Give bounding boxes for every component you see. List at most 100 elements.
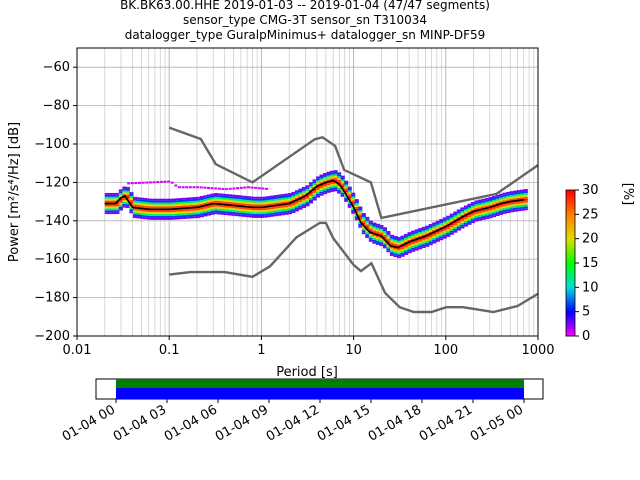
pdf-cell xyxy=(129,201,134,204)
pdf-cell xyxy=(389,252,395,255)
title-line-1: BK.BK63.00.HHE 2019-01-03 -- 2019-01-04 … xyxy=(120,0,490,12)
pdf-cell xyxy=(407,245,412,248)
pdf-cell xyxy=(154,214,159,216)
pdf-cell xyxy=(245,215,250,218)
pdf-cell xyxy=(280,207,285,210)
pdf-cell xyxy=(185,199,190,202)
pdf-cell xyxy=(463,220,468,223)
pdf-cell xyxy=(136,197,141,200)
pdf-cell xyxy=(294,196,299,198)
pdf-cell xyxy=(323,190,328,193)
pdf-cell xyxy=(361,220,366,223)
pdf-cell xyxy=(488,204,493,207)
pdf-cell xyxy=(178,201,183,204)
pdf-cell xyxy=(337,191,342,194)
pdf-cell xyxy=(365,222,370,225)
pdf-cell xyxy=(227,202,233,204)
pdf-cell xyxy=(280,199,285,202)
pdf-cell xyxy=(257,187,261,190)
pdf-cell xyxy=(340,181,345,184)
pdf-cell xyxy=(118,195,123,198)
pdf-cell xyxy=(298,190,303,193)
pdf-cell xyxy=(463,209,468,212)
pdf-cell xyxy=(393,241,398,244)
pdf-cell xyxy=(509,191,514,194)
pdf-cell xyxy=(439,224,444,227)
pdf-cell xyxy=(104,206,109,209)
pdf-cell xyxy=(481,202,486,205)
pdf-cell xyxy=(495,210,500,213)
pdf-cell xyxy=(474,206,479,209)
pdf-cell xyxy=(425,229,430,232)
pdf-cell xyxy=(161,216,166,218)
pdf-cell xyxy=(316,180,321,183)
pdf-cell xyxy=(463,218,468,221)
pdf-cell xyxy=(386,232,391,235)
pdf-cell xyxy=(361,218,366,221)
pdf-cell xyxy=(520,195,525,198)
pdf-cell xyxy=(242,211,247,214)
pdf-cell xyxy=(178,199,183,202)
pdf-cell xyxy=(143,217,148,220)
pdf-cell xyxy=(238,201,243,204)
colorbar-segment xyxy=(566,289,575,293)
pdf-cell xyxy=(252,202,257,205)
pdf-cell xyxy=(104,194,109,197)
pdf-cell xyxy=(157,214,162,216)
pdf-cell xyxy=(305,194,310,197)
pdf-cell xyxy=(400,254,405,257)
pdf-cell xyxy=(495,198,500,201)
pdf-cell xyxy=(442,227,447,229)
pdf-cell xyxy=(164,204,169,207)
pdf-cell xyxy=(256,198,261,201)
pdf-cell xyxy=(150,200,155,203)
pdf-cell xyxy=(492,211,497,214)
x-axis-label: Period [s] xyxy=(276,365,338,380)
pdf-cell xyxy=(506,207,511,210)
pdf-cell xyxy=(291,201,296,204)
pdf-cell xyxy=(192,214,197,217)
pdf-cell xyxy=(453,230,458,233)
pdf-cell xyxy=(513,209,518,212)
pdf-cell xyxy=(298,188,303,191)
pdf-cell xyxy=(414,237,419,240)
pdf-cell xyxy=(488,208,493,211)
pdf-cell xyxy=(210,197,215,200)
pdf-cell xyxy=(411,246,416,248)
pdf-cell xyxy=(453,211,458,214)
pdf-cell xyxy=(513,192,518,195)
pdf-cell xyxy=(456,222,461,225)
pdf-cell xyxy=(330,176,335,179)
pdf-cell xyxy=(396,244,402,247)
pdf-cell xyxy=(414,233,419,236)
pdf-cell xyxy=(506,195,511,198)
pdf-cell xyxy=(344,198,349,200)
pdf-cell xyxy=(245,211,250,214)
pdf-cell xyxy=(185,197,190,200)
pdf-cell xyxy=(308,197,314,200)
colorbar-segment xyxy=(566,304,575,308)
pdf-cell xyxy=(277,202,282,205)
pdf-cell xyxy=(111,200,116,203)
pdf-cell xyxy=(316,191,321,194)
pdf-cell xyxy=(238,197,243,200)
colorbar-segment xyxy=(566,267,575,271)
pdf-cell xyxy=(312,179,317,182)
pdf-cell xyxy=(382,233,388,235)
pdf-cell xyxy=(150,214,155,216)
pdf-cell xyxy=(460,207,465,210)
pdf-cell xyxy=(196,208,201,211)
pdf-cell xyxy=(492,207,497,210)
pdf-cell xyxy=(386,244,391,247)
pdf-cell xyxy=(516,197,521,200)
time-tick-label: 01-04 18 xyxy=(366,402,424,444)
pdf-cell xyxy=(428,229,433,232)
pdf-cell xyxy=(425,225,430,228)
pdf-cell xyxy=(122,192,127,195)
pdf-cell xyxy=(396,250,402,253)
pdf-cell xyxy=(361,213,366,216)
pdf-cell xyxy=(136,216,141,219)
pdf-cell xyxy=(439,234,444,237)
colorbar-segment xyxy=(566,314,575,317)
pdf-cell xyxy=(256,204,261,207)
